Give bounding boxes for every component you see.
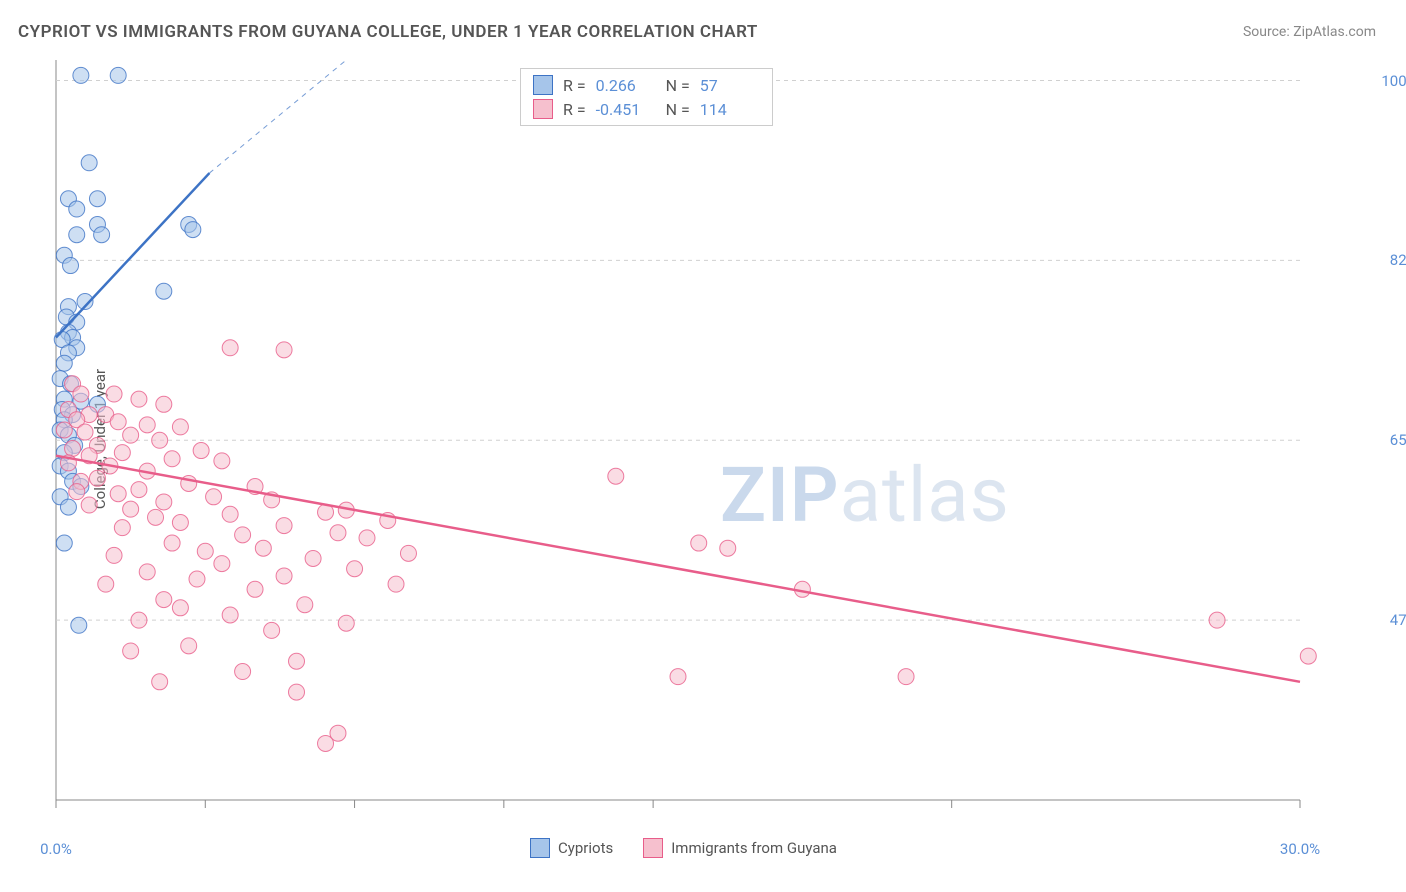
legend-R-value: 0.266 xyxy=(596,76,656,95)
legend-N-value: 57 xyxy=(700,76,760,95)
y-tick-label: 82.5% xyxy=(1390,251,1406,269)
series-legend-label: Cypriots xyxy=(558,839,613,857)
legend-row: R = 0.266 N = 57 xyxy=(533,73,760,97)
legend-swatch xyxy=(533,99,553,119)
series-legend-item: Cypriots xyxy=(530,838,613,858)
legend-R-label: R = xyxy=(563,76,586,95)
y-tick-label: 65.0% xyxy=(1390,431,1406,449)
legend-R-value: -0.451 xyxy=(596,100,656,119)
source-label: Source: xyxy=(1243,24,1290,40)
source-name: ZipAtlas.com xyxy=(1293,24,1376,40)
legend-N-label: N = xyxy=(666,100,690,119)
chart-area: College, Under 1 year ZIPatlas R =0.266N… xyxy=(50,60,1370,830)
correlation-legend: R = 0.266 N = 57 R = -0.451 N = 114 xyxy=(520,68,773,126)
scatter-plot xyxy=(50,60,1370,830)
series-legend: Cypriots Immigrants from Guyana xyxy=(530,838,837,858)
source-attribution: Source: ZipAtlas.com xyxy=(1243,24,1376,40)
x-tick-label: 30.0% xyxy=(1280,840,1320,858)
legend-R-label: R = xyxy=(563,100,586,119)
legend-row: R = -0.451 N = 114 xyxy=(533,97,760,121)
legend-swatch xyxy=(530,838,550,858)
y-tick-label: 100.0% xyxy=(1381,72,1406,90)
legend-swatch xyxy=(533,75,553,95)
legend-N-label: N = xyxy=(666,76,690,95)
series-legend-label: Immigrants from Guyana xyxy=(671,839,837,857)
chart-title: CYPRIOT VS IMMIGRANTS FROM GUYANA COLLEG… xyxy=(18,22,758,42)
series-legend-item: Immigrants from Guyana xyxy=(643,838,837,858)
x-tick-label: 0.0% xyxy=(40,840,72,858)
legend-swatch xyxy=(643,838,663,858)
legend-N-value: 114 xyxy=(700,100,760,119)
y-tick-label: 47.5% xyxy=(1390,611,1406,629)
